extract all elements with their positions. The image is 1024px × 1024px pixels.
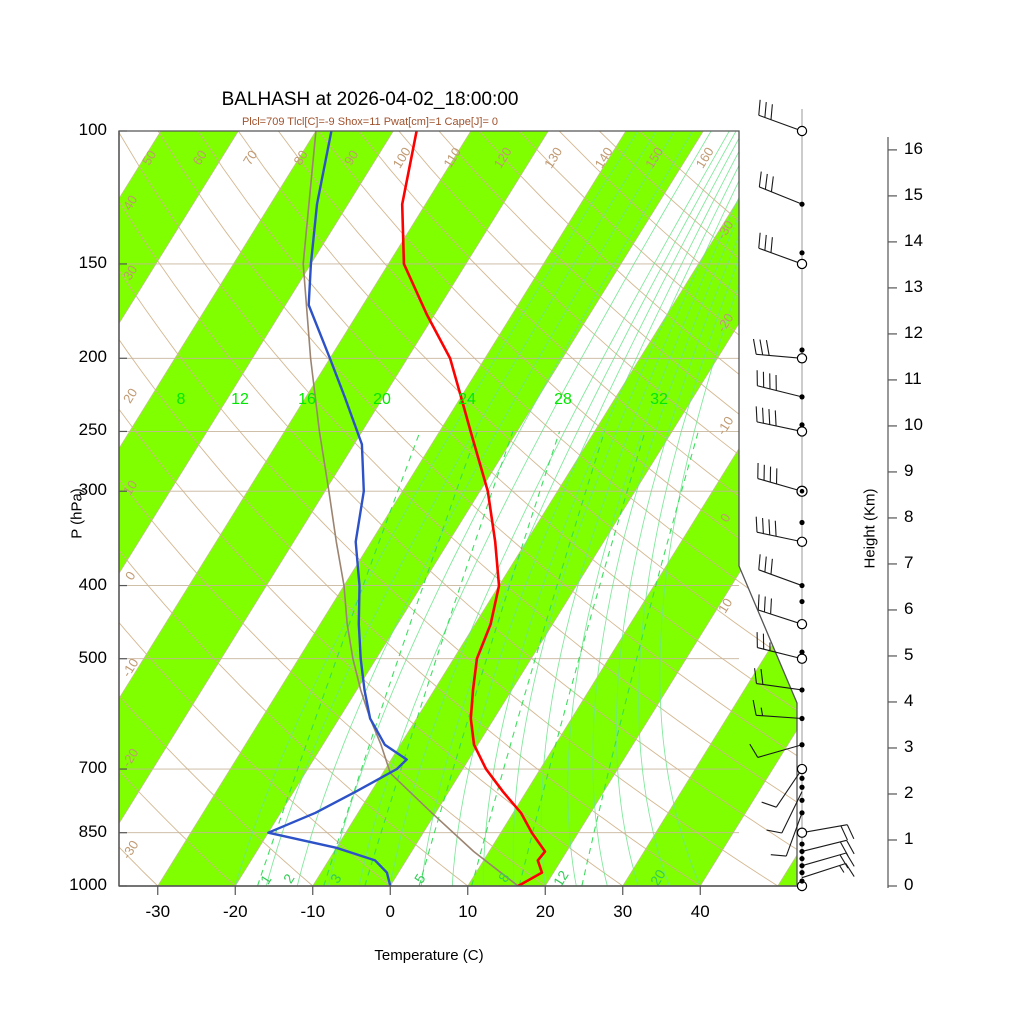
svg-text:60: 60 [189,148,209,168]
pressure-tick-150: 150 [78,252,107,272]
svg-text:90: 90 [341,148,361,168]
height-tick-1: 1 [904,828,914,848]
svg-text:70: 70 [240,148,260,168]
temperature-tick-10: 10 [458,902,478,921]
height-tick-4: 4 [904,690,914,710]
height-tick-3: 3 [904,736,914,756]
pressure-tick-850: 850 [78,821,107,841]
svg-text:2: 2 [280,871,298,886]
pressure-tick-250: 250 [78,420,107,440]
height-tick-14: 14 [904,230,923,250]
pressure-tick-700: 700 [78,758,107,778]
temperature-tick--30: -30 [145,902,171,921]
svg-text:5: 5 [411,871,429,886]
pressure-tick-500: 500 [78,647,107,667]
height-tick-0: 0 [904,875,914,894]
pressure-tick-100: 100 [78,120,107,139]
svg-text:130: 130 [541,144,565,170]
svg-text:1: 1 [257,872,275,887]
svg-text:24: 24 [458,391,476,408]
svg-text:80: 80 [290,148,310,168]
height-tick-12: 12 [904,322,923,342]
temperature-tick-20: 20 [535,902,555,921]
temperature-tick-40: 40 [690,902,710,921]
pressure-tick-200: 200 [78,347,107,367]
height-tick-7: 7 [904,552,914,572]
height-tick-5: 5 [904,644,914,664]
temperature-tick-30: 30 [613,902,633,921]
svg-text:50: 50 [139,148,159,168]
temperature-tick--10: -10 [300,902,326,921]
svg-text:40: 40 [120,193,140,213]
height-tick-2: 2 [904,782,914,802]
temperature-tick-0: 0 [385,902,395,921]
height-tick-15: 15 [904,184,923,204]
svg-text:8: 8 [177,391,186,408]
height-tick-11: 11 [904,368,922,388]
svg-text:12: 12 [231,391,249,408]
pressure-tick-400: 400 [78,574,107,594]
temperature-tick--20: -20 [222,902,248,921]
temperature-axis-label: Temperature (C) [374,947,484,964]
svg-text:32: 32 [650,391,668,408]
page-title: BALHASH at 2026-04-02_18:00:00 [221,89,519,110]
svg-text:30: 30 [821,694,841,714]
pressure-tick-1000: 1000 [69,875,107,894]
height-tick-13: 13 [904,276,923,296]
svg-text:-30: -30 [119,838,142,862]
svg-text:160: 160 [693,144,717,170]
svg-text:30: 30 [120,263,140,283]
pressure-tick-300: 300 [78,480,107,500]
height-tick-6: 6 [904,598,914,618]
height-tick-16: 16 [904,138,923,158]
svg-text:16: 16 [298,391,316,408]
height-tick-9: 9 [904,460,914,480]
svg-text:10: 10 [120,478,140,498]
height-tick-8: 8 [904,506,914,526]
svg-text:10: 10 [715,596,735,616]
svg-text:28: 28 [554,391,572,408]
height-tick-10: 10 [904,414,923,434]
sounding-indices-subtitle: Plcl=709 Tlcl[C]=-9 Shox=11 Pwat[cm]=1 C… [241,116,499,128]
svg-text:20: 20 [120,386,140,406]
svg-text:20: 20 [373,391,391,408]
svg-text:-10: -10 [714,414,737,438]
